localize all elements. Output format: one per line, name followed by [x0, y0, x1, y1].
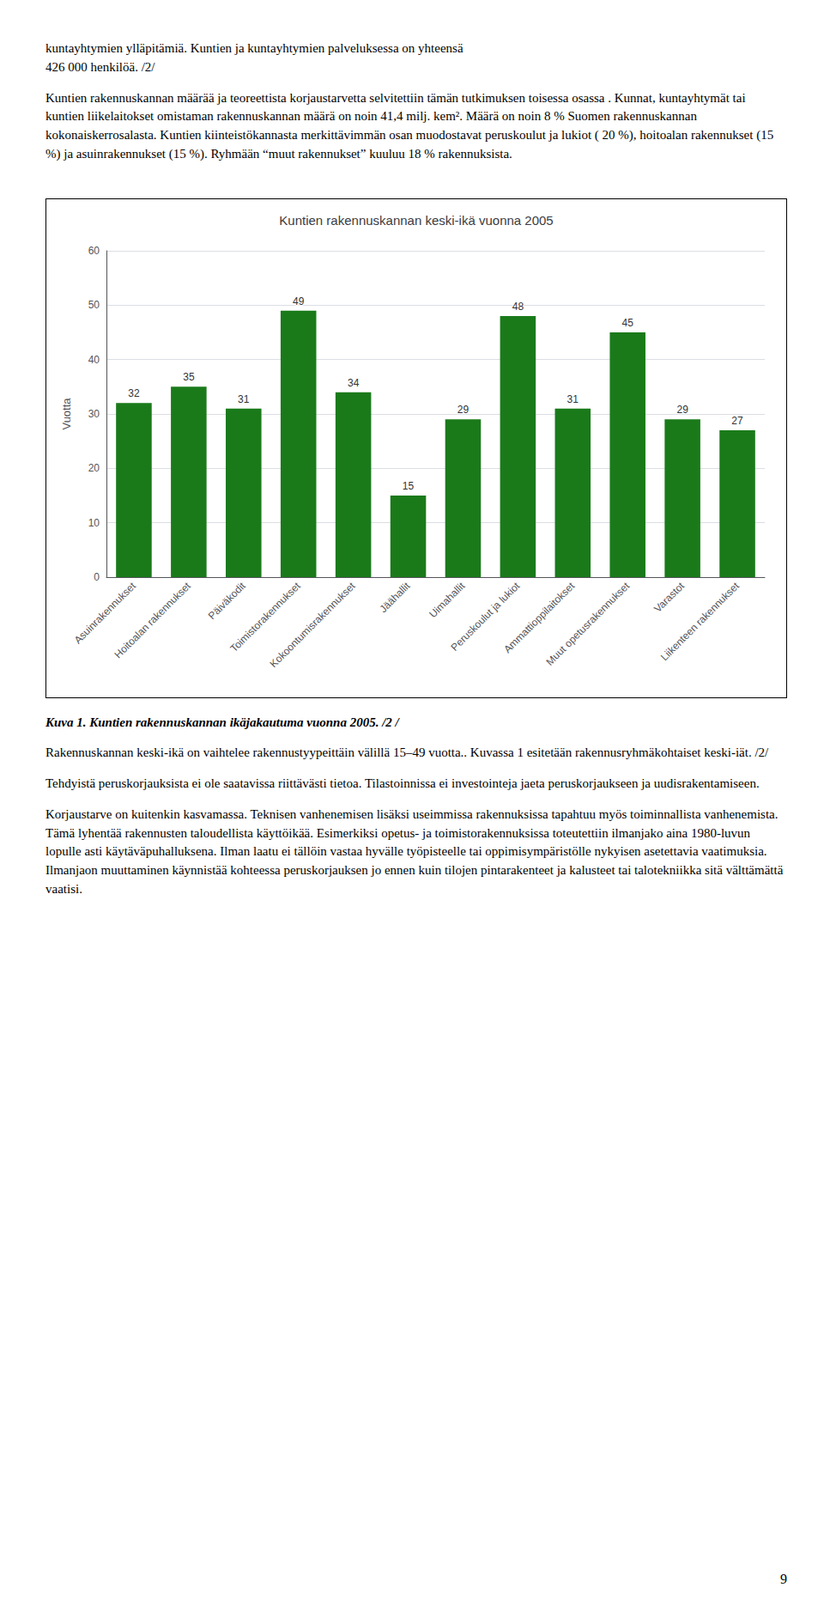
svg-text:29: 29 [457, 403, 470, 416]
svg-text:Peruskoulut ja lukiot: Peruskoulut ja lukiot [448, 579, 523, 653]
svg-text:Liikenteen rakennukset: Liikenteen rakennukset [658, 578, 743, 663]
svg-text:45: 45 [622, 316, 635, 329]
svg-text:10: 10 [88, 515, 101, 528]
svg-text:Toimistorakennukset: Toimistorakennukset [227, 579, 303, 654]
svg-text:Ammattioppilaitokset: Ammattioppilaitokset [501, 579, 577, 655]
svg-text:Kuntien rakennuskannan keski-i: Kuntien rakennuskannan keski-ikä vuonna … [278, 212, 553, 228]
svg-text:Hoitoalan rakennukset: Hoitoalan rakennukset [112, 578, 194, 661]
html-text:Kuntien rakennuskannan määrää: Kuntien rakennuskannan määrää ja teoreet… [45, 90, 777, 161]
svg-text:60: 60 [88, 244, 101, 257]
svg-text:Päiväkodit: Päiväkodit [206, 578, 249, 621]
svg-text:40: 40 [88, 352, 101, 365]
svg-text:32: 32 [127, 387, 140, 400]
svg-text:0: 0 [93, 570, 100, 583]
svg-text:Varastot: Varastot [651, 578, 687, 614]
svg-text:31: 31 [567, 392, 580, 405]
svg-text:34: 34 [347, 375, 360, 388]
svg-text:20: 20 [88, 461, 101, 474]
svg-text:Kokoontumisrakennukset: Kokoontumisrakennukset [267, 578, 359, 670]
html-text:Kuva 1. Kuntien rakennuskannan: Kuva 1. Kuntien rakennuskannan ikäjakaut… [45, 714, 399, 729]
svg-text:Uimahallit: Uimahallit [426, 578, 468, 620]
svg-text:35: 35 [182, 370, 195, 383]
svg-text:27: 27 [731, 414, 744, 427]
svg-text:15: 15 [402, 479, 415, 492]
svg-text:29: 29 [676, 403, 689, 416]
html-text:Rakennuskannan keski-ikä on va: Rakennuskannan keski-ikä on vaihtelee ra… [45, 745, 769, 760]
svg-text:30: 30 [88, 407, 101, 420]
html-text:9: 9 [780, 1570, 788, 1586]
svg-text:49: 49 [292, 294, 305, 307]
html-text:Korjaustarve on kuitenkin kasv: Korjaustarve on kuitenkin kasvamassa. Te… [45, 806, 787, 896]
svg-text:Asuinrakennukset: Asuinrakennukset [71, 579, 139, 646]
html-text:Tehdyistä peruskorjauksista ei: Tehdyistä peruskorjauksista ei ole saata… [45, 775, 760, 790]
svg-text:Muut opetusrakennukset: Muut opetusrakennukset [543, 578, 632, 667]
html-text:kuntayhtymien ylläpitämiä. Kun: kuntayhtymien ylläpitämiä. Kuntien ja ku… [45, 41, 464, 74]
svg-text:50: 50 [88, 298, 101, 311]
svg-text:31: 31 [237, 392, 250, 405]
svg-text:Jäähallit: Jäähallit [376, 578, 412, 614]
svg-text:Vuotta: Vuotta [60, 396, 73, 430]
svg-text:48: 48 [512, 300, 525, 313]
